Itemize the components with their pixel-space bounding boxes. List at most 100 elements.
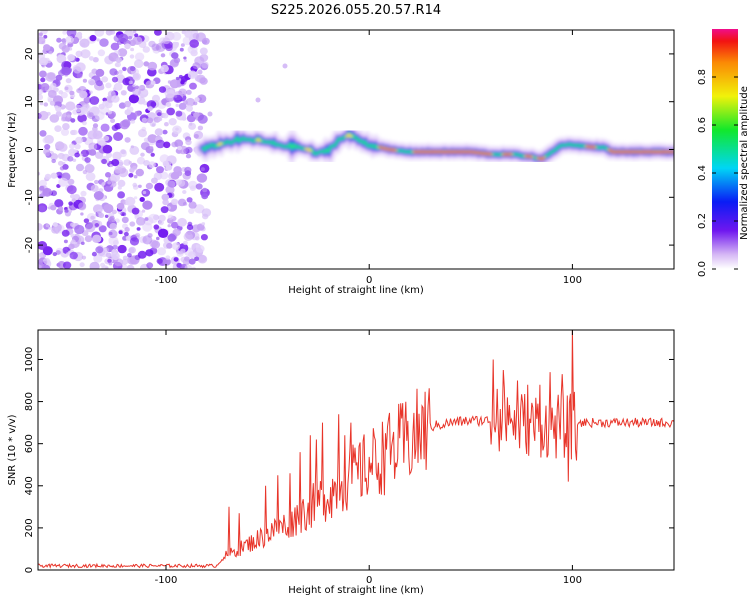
noise-dot <box>109 222 117 230</box>
noise-dot <box>199 77 208 85</box>
noise-dot <box>112 244 118 250</box>
noise-dot <box>38 36 46 45</box>
spectrogram-x-ticks: -100 0 100 <box>155 30 582 286</box>
noise-dot <box>134 110 141 117</box>
noise-dot <box>47 90 57 98</box>
noise-dot <box>128 80 133 85</box>
noise-dot <box>122 66 127 71</box>
noise-dot <box>174 139 184 148</box>
noise-dot <box>105 172 111 178</box>
noise-dot <box>38 57 49 66</box>
noise-dot <box>83 96 91 104</box>
noise-dot <box>46 111 51 116</box>
noise-dot <box>114 62 120 67</box>
noise-dot <box>134 52 145 61</box>
noise-dot <box>155 139 165 149</box>
noise-dot <box>128 173 134 178</box>
noise-dot <box>172 125 182 135</box>
noise-dot <box>162 129 168 135</box>
noise-dot <box>76 73 83 79</box>
noise-dot <box>55 247 64 255</box>
noise-dot <box>189 82 197 90</box>
noise-dot <box>38 205 46 213</box>
noise-dot <box>201 61 209 69</box>
noise-dot <box>166 107 175 116</box>
ridge-peak-red <box>378 146 397 151</box>
noise-dot <box>45 151 50 157</box>
noise-dot <box>38 179 48 188</box>
noise-dot <box>177 217 188 227</box>
y-tick-label: 800 <box>24 392 35 411</box>
noise-dot <box>159 154 170 164</box>
noise-dot <box>84 164 95 173</box>
noise-dot <box>68 201 73 206</box>
colorbar-tick-label: 0.6 <box>697 117 708 133</box>
noise-dot <box>140 142 150 151</box>
noise-dot <box>167 224 171 228</box>
noise-dot <box>107 258 112 263</box>
noise-dot <box>142 222 153 232</box>
noise-dot <box>76 31 83 37</box>
noise-dot <box>95 246 104 254</box>
noise-dot <box>180 43 185 47</box>
noise-dot <box>107 110 113 115</box>
noise-dot <box>77 90 82 94</box>
noise-dot <box>128 246 136 254</box>
noise-dot <box>132 182 138 188</box>
noise-dot <box>168 118 177 126</box>
noise-dot <box>90 184 99 192</box>
noise-dot <box>142 190 147 195</box>
noise-dot <box>55 106 62 112</box>
spectrogram-y-label: Frequency (Hz) <box>7 112 18 188</box>
noise-dot <box>197 114 208 124</box>
ridge-peak-red <box>585 145 596 148</box>
noise-dot <box>98 225 107 233</box>
noise-dot <box>133 196 138 200</box>
noise-dot <box>62 123 70 130</box>
y-tick-label: 10 <box>24 95 35 108</box>
noise-dot <box>135 85 139 90</box>
noise-dot <box>89 80 95 86</box>
noise-dot <box>67 54 75 62</box>
noise-dot <box>123 159 131 166</box>
noise-dot <box>85 172 96 182</box>
noise-dot <box>185 139 192 146</box>
noise-dot <box>43 102 49 107</box>
noise-dot <box>175 76 180 81</box>
noise-dot <box>97 49 106 57</box>
noise-dot <box>69 90 75 96</box>
noise-dot <box>192 62 201 70</box>
noise-dot <box>151 240 161 249</box>
noise-dot <box>39 185 45 191</box>
noise-dot <box>58 143 68 152</box>
noise-dot <box>45 223 50 228</box>
noise-dot <box>130 119 136 124</box>
noise-dot <box>92 123 99 129</box>
y-tick-label: -20 <box>24 237 35 253</box>
noise-dot <box>117 179 126 187</box>
noise-dot <box>50 204 57 211</box>
noise-dot <box>132 83 137 88</box>
noise-dot <box>48 51 53 55</box>
noise-dot <box>167 233 177 242</box>
noise-dot <box>75 163 85 172</box>
noise-dot <box>80 149 89 157</box>
noise-dot <box>195 32 206 42</box>
noise-dot <box>196 173 208 183</box>
noise-dot <box>195 244 200 248</box>
noise-dot <box>66 30 77 38</box>
noise-dot <box>82 78 87 83</box>
noise-dot <box>65 78 72 84</box>
noise-dot <box>101 158 107 164</box>
noise-dot <box>146 117 154 124</box>
noise-dot <box>179 47 184 52</box>
colorbar: 0.0 0.2 0.4 0.6 0.8 Normalized spectral ampl… <box>697 29 750 277</box>
noise-dot <box>38 171 41 176</box>
noise-dot <box>70 129 76 136</box>
noise-dot <box>56 54 67 64</box>
noise-dot <box>183 202 188 206</box>
noise-dot <box>113 34 122 43</box>
noise-dot <box>40 83 50 91</box>
noise-dot <box>178 102 187 110</box>
